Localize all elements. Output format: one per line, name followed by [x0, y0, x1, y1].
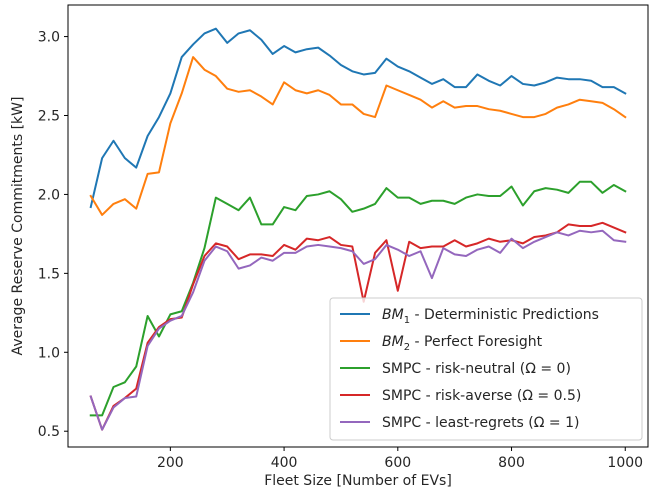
y-axis-title: Average Reserve Commitments [kW] — [10, 97, 26, 356]
y-tick-label: 0.5 — [38, 424, 60, 440]
plot-frame — [67, 4, 649, 448]
y-tick-label: 3.0 — [38, 30, 60, 46]
y-tick-label: 1.0 — [38, 345, 60, 361]
legend-label-4: SMPC - risk-averse (Ω = 0.5) — [382, 388, 581, 404]
y-tick-label: 2.0 — [38, 187, 60, 203]
legend-label-suffix: - Deterministic Predictions — [410, 307, 599, 323]
x-tick-label: 400 — [271, 455, 298, 471]
legend-label-2: BM2 - Perfect Foresight — [382, 334, 543, 353]
series-line-1 — [89, 27, 627, 209]
x-tick-label: 600 — [384, 455, 411, 471]
y-tick-label: 2.5 — [38, 109, 60, 125]
x-tick-label: 1000 — [607, 455, 643, 471]
x-tick-label: 200 — [157, 455, 184, 471]
legend-label-3: SMPC - risk-neutral (Ω = 0) — [382, 361, 571, 377]
legend-label-5: SMPC - least-regrets (Ω = 1) — [382, 415, 579, 431]
x-tick-label: 800 — [498, 455, 525, 471]
legend-label-suffix: - Perfect Foresight — [410, 334, 543, 350]
legend-label-prefix: BM — [382, 334, 404, 350]
legend-label-1: BM1 - Deterministic Predictions — [382, 307, 599, 326]
legend-label-prefix: BM — [382, 307, 404, 323]
y-tick-label: 1.5 — [38, 266, 60, 282]
series-line-5 — [89, 229, 627, 431]
ticks-layer: 200 400 600 800 1000 0.5 1.0 1.5 2.0 2.5 3.0 — [38, 30, 643, 471]
series-line-2 — [89, 56, 627, 216]
series-layer — [89, 27, 627, 431]
legend-label-subscript: 1 — [404, 315, 410, 326]
series-line-3 — [89, 180, 627, 417]
legend-label-subscript: 2 — [404, 342, 410, 353]
legend-box — [329, 297, 643, 441]
x-axis-title: Fleet Size [Number of EVs] — [264, 473, 452, 489]
